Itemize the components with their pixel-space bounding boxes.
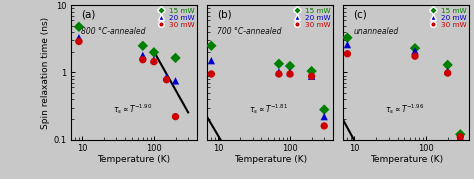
Point [139, 44, 146, 47]
Point [308, 75, 315, 78]
Point [172, 56, 179, 59]
Point [172, 115, 179, 118]
Point [275, 72, 283, 75]
Point [320, 108, 328, 111]
Point [320, 115, 328, 118]
Text: (a): (a) [81, 9, 96, 19]
Point [150, 60, 158, 63]
Text: unannealed: unannealed [353, 27, 399, 36]
Point [286, 72, 294, 75]
Point [308, 75, 315, 78]
Legend: 15 mW, 20 mW, 30 mW: 15 mW, 20 mW, 30 mW [425, 7, 468, 29]
Point [456, 133, 464, 136]
Point [411, 47, 419, 50]
Text: $\tau_s \propto T^{-1.96}$: $\tau_s \propto T^{-1.96}$ [385, 102, 424, 116]
Point [208, 44, 215, 47]
Point [411, 55, 419, 58]
Point [139, 58, 146, 61]
Point [308, 70, 315, 72]
Point [150, 58, 158, 61]
Text: 800 °C-annealed: 800 °C-annealed [81, 27, 146, 36]
Point [411, 49, 419, 52]
Point [444, 72, 451, 74]
Legend: 15 mW, 20 mW, 30 mW: 15 mW, 20 mW, 30 mW [153, 7, 196, 29]
Point [286, 71, 294, 74]
Point [456, 135, 464, 138]
Point [139, 54, 146, 57]
X-axis label: Temperature (K): Temperature (K) [98, 155, 171, 164]
Y-axis label: Spin relaxation time (ns): Spin relaxation time (ns) [41, 16, 50, 129]
Text: (b): (b) [217, 9, 232, 19]
Point [456, 135, 464, 138]
Point [75, 40, 83, 43]
Text: $\tau_s \propto T^{-1.81}$: $\tau_s \propto T^{-1.81}$ [249, 102, 288, 116]
Legend: 15 mW, 20 mW, 30 mW: 15 mW, 20 mW, 30 mW [289, 7, 332, 29]
Point [208, 59, 215, 62]
Point [75, 25, 83, 28]
Point [320, 124, 328, 127]
Text: 700 °C-annealed: 700 °C-annealed [217, 27, 282, 36]
Point [275, 62, 283, 65]
Point [163, 78, 170, 81]
Point [444, 70, 451, 72]
Point [275, 71, 283, 73]
Point [208, 72, 215, 75]
Point [344, 52, 351, 55]
Point [344, 43, 351, 46]
Point [75, 36, 83, 39]
Point [286, 65, 294, 67]
Point [344, 36, 351, 39]
X-axis label: Temperature (K): Temperature (K) [370, 155, 443, 164]
Point [163, 76, 170, 79]
Text: $\tau_s \propto T^{-1.90}$: $\tau_s \propto T^{-1.90}$ [113, 102, 152, 116]
Point [444, 63, 451, 66]
Text: (c): (c) [353, 9, 367, 19]
Point [150, 51, 158, 54]
X-axis label: Temperature (K): Temperature (K) [234, 155, 307, 164]
Point [172, 79, 179, 82]
